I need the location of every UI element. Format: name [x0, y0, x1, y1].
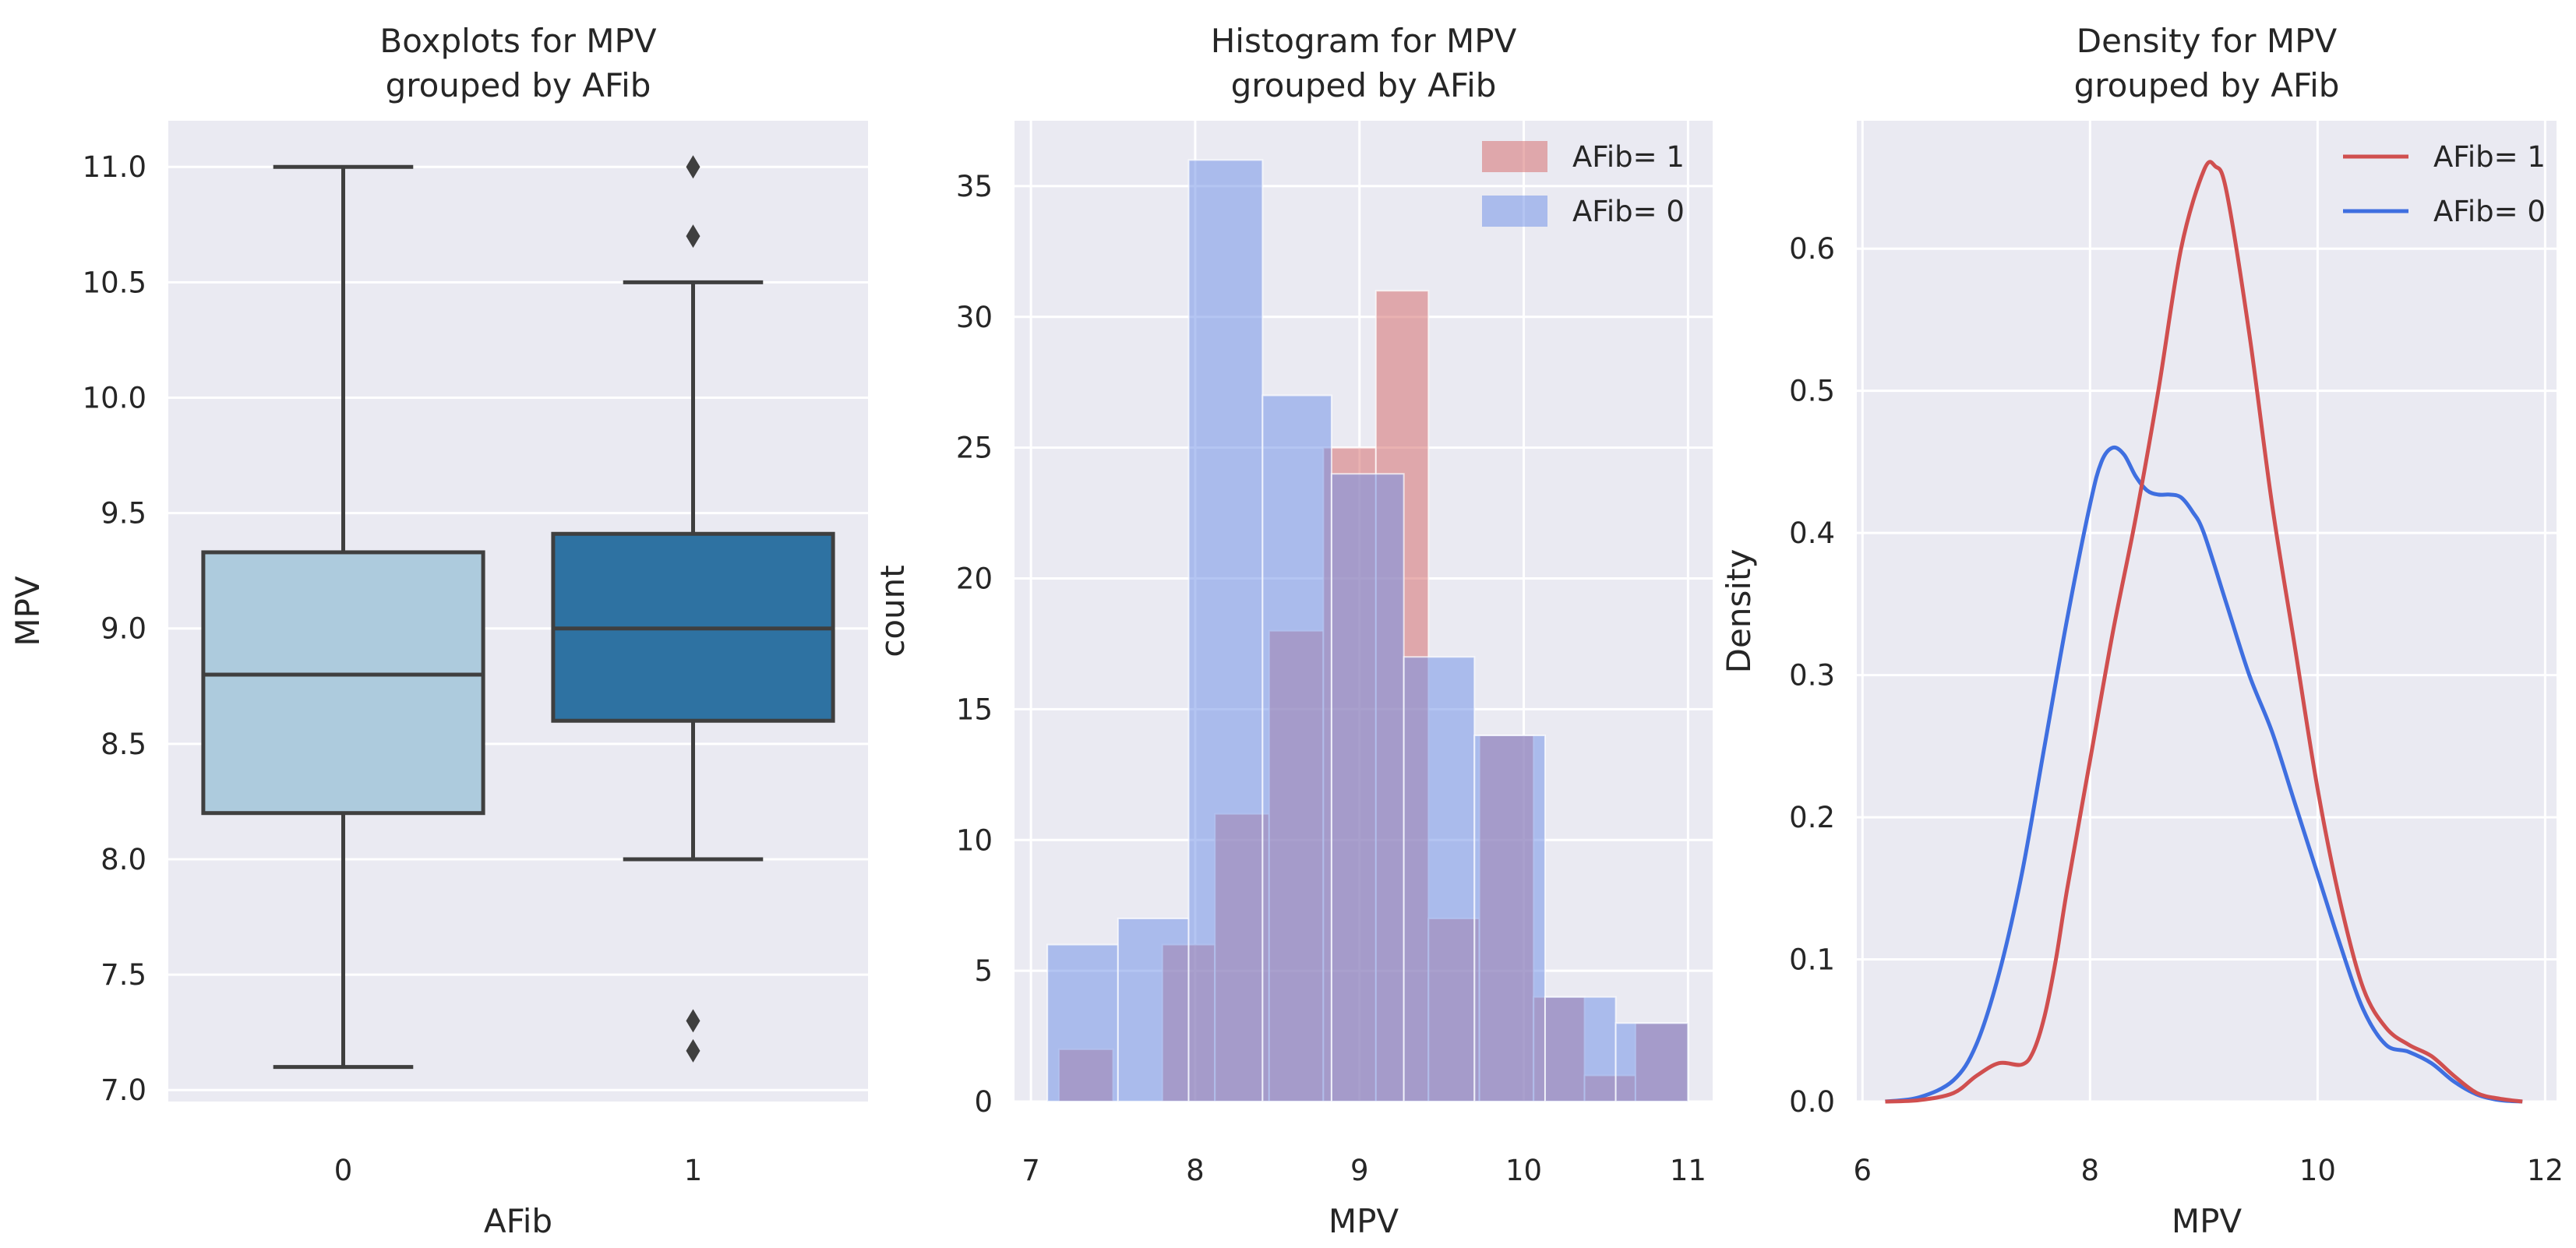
y-tick-label: 0.6	[1789, 232, 1835, 266]
y-tick-label: 9.0	[101, 612, 146, 646]
y-tick-label: 0.5	[1789, 375, 1835, 408]
hist-bar-afib-0	[1262, 394, 1332, 1102]
y-tick-label: 10	[956, 823, 993, 857]
x-tick-label: 9	[1350, 1154, 1369, 1187]
y-axis-label: Density	[1720, 549, 1758, 674]
outlier-point	[686, 224, 700, 249]
x-axis-label: MPV	[1329, 1202, 1399, 1240]
legend-swatch	[1482, 196, 1547, 227]
histogram-panel: 0 5 10 15 20 25 30 35 7 8 9 10 11 AFib= 1 AFib= 0 Histo…	[873, 22, 1713, 1240]
x-tick-label: 7	[1022, 1154, 1040, 1187]
hist-bar-afib-0	[1614, 1022, 1689, 1103]
chart-title: Boxplots for MPV grouped by AFib	[379, 22, 656, 104]
outlier-point	[686, 1009, 700, 1033]
plot-area	[1857, 121, 2557, 1102]
y-tick-label: 10.0	[83, 381, 146, 414]
density-line-afib-0	[1885, 445, 2523, 1104]
hist-bar-afib-0	[1473, 734, 1546, 1102]
x-tick-label: 8	[1186, 1154, 1205, 1187]
y-tick-label: 20	[956, 562, 993, 596]
y-tick-label: 0.0	[1789, 1085, 1835, 1119]
y-tick-label: 30	[956, 301, 993, 334]
y-tick-label: 25	[956, 432, 993, 465]
y-axis-label: count	[873, 565, 912, 657]
y-tick-label: 0	[974, 1085, 993, 1119]
y-tick-label: 35	[956, 170, 993, 203]
hist-bar-afib-0	[1117, 917, 1190, 1103]
legend-label: AFib= 0	[2433, 195, 2546, 228]
hist-bar-afib-0	[1403, 656, 1476, 1102]
y-tick-label: 0.3	[1789, 659, 1835, 693]
x-tick-label: 0	[334, 1154, 353, 1187]
boxplot-panel: 7.0 7.5 8.0 8.5 9.0 9.5 10.0 10.5 11.0 0 1 Boxplots…	[9, 22, 868, 1240]
y-tick-label: 0.4	[1789, 516, 1835, 550]
hist-bar-afib-0	[1544, 996, 1617, 1102]
y-tick-label: 5	[974, 954, 993, 988]
y-tick-label: 9.5	[101, 497, 146, 531]
y-tick-label: 8.0	[101, 843, 146, 876]
chart-title: Density for MPV grouped by AFib	[2074, 22, 2340, 104]
hist-bar-afib-0	[1046, 943, 1119, 1103]
hist-bar-afib-0	[1330, 473, 1405, 1102]
y-tick-label: 11.0	[83, 150, 146, 184]
legend-label: AFib= 0	[1572, 195, 1685, 228]
y-tick-label: 7.5	[101, 958, 146, 992]
y-tick-label: 0.2	[1789, 801, 1835, 834]
legend-swatch	[1482, 141, 1547, 172]
x-axis-label: MPV	[2172, 1202, 2243, 1240]
legend-label: AFib= 1	[1572, 140, 1685, 174]
box-afib-0	[201, 550, 485, 816]
y-tick-label: 7.0	[101, 1073, 146, 1107]
y-tick-label: 10.5	[83, 266, 146, 299]
density-panel: 0.0 0.1 0.2 0.3 0.4 0.5 0.6 6 8 10 12 AFib= 1 AFib= …	[1720, 22, 2564, 1240]
hist-bar-afib-0	[1187, 159, 1264, 1103]
x-axis-label: AFib	[484, 1202, 552, 1240]
x-tick-label: 8	[2081, 1154, 2100, 1187]
outlier-point	[686, 155, 700, 179]
chart-title: Histogram for MPV grouped by AFib	[1211, 22, 1517, 104]
x-tick-label: 10	[2299, 1154, 2336, 1187]
x-tick-label: 11	[1670, 1154, 1706, 1187]
legend-label: AFib= 1	[2433, 140, 2546, 174]
density-line-afib-1	[1885, 160, 2523, 1104]
y-tick-label: 0.1	[1789, 943, 1835, 977]
x-tick-label: 12	[2527, 1154, 2564, 1187]
x-tick-label: 10	[1505, 1154, 1542, 1187]
outlier-point	[686, 1038, 700, 1063]
y-axis-label: MPV	[9, 576, 47, 647]
y-tick-label: 15	[956, 693, 993, 726]
x-tick-label: 6	[1854, 1154, 1872, 1187]
y-tick-label: 8.5	[101, 728, 146, 761]
x-tick-label: 1	[684, 1154, 703, 1187]
